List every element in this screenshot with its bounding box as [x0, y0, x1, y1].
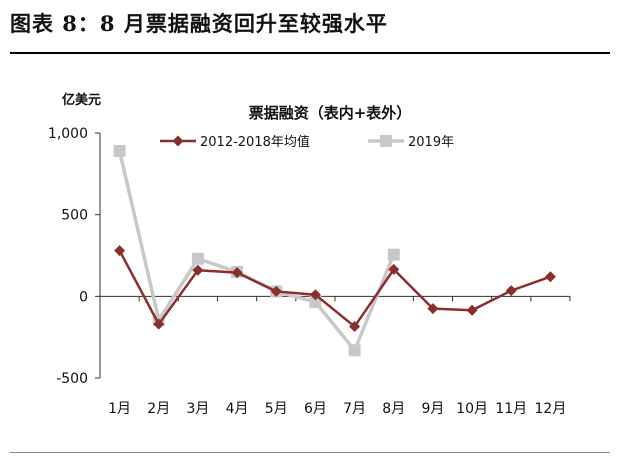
x-tick-label: 6月	[304, 401, 327, 417]
legend-label: 2019年	[408, 135, 454, 150]
data-point-marker	[505, 285, 517, 297]
data-point-marker	[113, 144, 126, 157]
data-point-marker	[309, 296, 322, 309]
data-point-marker	[427, 303, 439, 315]
series-average	[114, 245, 556, 333]
top-rule	[10, 52, 610, 54]
data-point-marker	[153, 318, 165, 330]
data-point-marker	[544, 271, 556, 283]
x-tick-label: 11月	[495, 401, 527, 417]
x-tick-label: 9月	[421, 401, 444, 417]
x-tick-label: 8月	[382, 401, 405, 417]
x-tick-label: 2月	[147, 401, 170, 417]
data-point-marker	[348, 344, 361, 357]
data-point-marker	[388, 263, 400, 275]
data-point-marker	[114, 245, 126, 257]
data-point-marker	[387, 248, 400, 261]
data-point-marker	[231, 267, 243, 279]
bottom-rule	[10, 452, 610, 453]
legend: 2012-2018年均值 2019年	[160, 134, 454, 150]
series-line	[118, 250, 551, 328]
chart-title: 票据融资（表内+表外）	[249, 104, 412, 122]
x-tick-label: 3月	[186, 401, 209, 417]
series-group	[113, 144, 556, 357]
data-point-marker	[270, 285, 282, 297]
y-tick-label: 500	[61, 208, 88, 224]
figure-title: 图表 8：8 月票据融资回升至较强水平	[10, 11, 388, 36]
y-tick-label: 1,000	[48, 126, 88, 142]
data-point-marker	[192, 264, 204, 276]
x-tick-label: 12月	[535, 401, 567, 417]
legend-label: 2012-2018年均值	[200, 134, 310, 150]
axes: 1,000 500 0 -500 1月 2月 3月 4月 5月 6月 7月 8月 9月 10月 11月 12月	[48, 126, 571, 417]
data-point-marker	[466, 304, 478, 316]
x-tick-label: 4月	[226, 401, 249, 417]
y-axis-unit-label: 亿美元	[62, 92, 101, 108]
data-point-marker	[191, 252, 204, 265]
x-tick-label: 1月	[108, 401, 131, 417]
x-tick-label: 5月	[265, 401, 288, 417]
legend-marker	[172, 135, 184, 147]
x-tick-label: 7月	[343, 401, 366, 417]
y-tick-label: -500	[56, 371, 88, 387]
x-tick-label: 10月	[456, 401, 488, 417]
data-point-marker	[349, 321, 361, 333]
y-tick-label: 0	[79, 289, 88, 305]
data-point-marker	[309, 289, 321, 301]
legend-marker	[380, 135, 392, 147]
